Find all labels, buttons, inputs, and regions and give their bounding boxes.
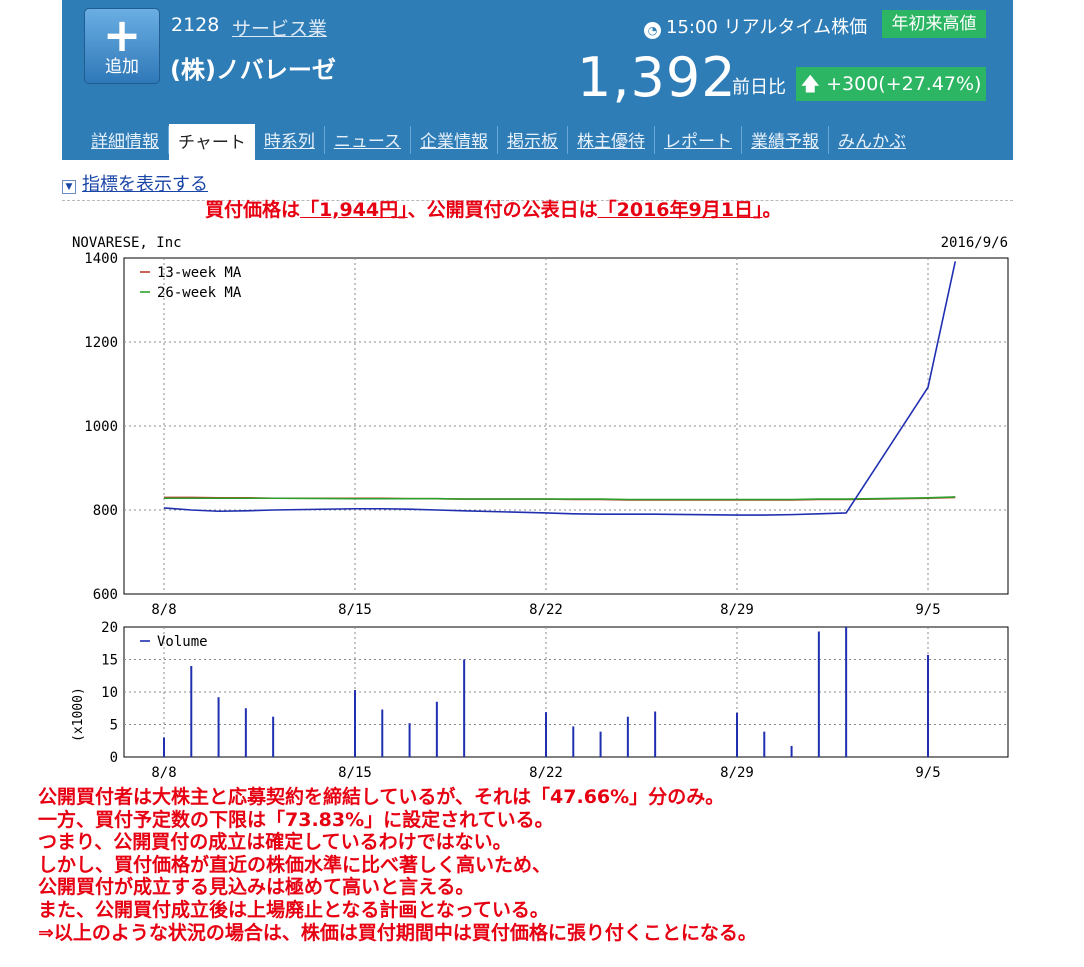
tab-chart[interactable]: チャート	[169, 124, 255, 160]
x-tick-label: 8/15	[338, 765, 372, 781]
show-indicators-link[interactable]: ▼ 指標を表示する	[62, 170, 208, 196]
headline-text-1: 買付価格は	[205, 199, 301, 221]
tab-news[interactable]: ニュース	[325, 126, 411, 154]
company-name: (株)ノバレーゼ	[170, 56, 336, 84]
clock-icon: ◔	[644, 22, 661, 39]
add-button[interactable]: + 追加	[84, 8, 160, 84]
tender-offer-headline: 買付価格は「1,944円」、公開買付の公表日は「2016年9月1日」。	[205, 195, 781, 222]
note-line: 公開買付者は大株主と応募契約を締結しているが、それは「47.66%」分のみ。	[38, 786, 725, 808]
divider	[62, 200, 1013, 201]
current-price: 1,392	[577, 46, 737, 109]
y-tick-label: 0	[110, 750, 118, 766]
x-tick-label: 8/29	[720, 602, 754, 618]
note-line: つまり、公開買付の成立は確定しているわけではない。	[38, 831, 512, 854]
prev-day-label: 前日比	[732, 77, 786, 98]
price-change: +300	[826, 73, 879, 95]
plus-icon: +	[102, 8, 142, 62]
add-button-label: 追加	[105, 57, 139, 77]
tab-shareholder-benefits[interactable]: 株主優待	[568, 126, 655, 154]
legend-entry: Volume	[157, 634, 208, 650]
x-tick-label: 8/22	[529, 765, 563, 781]
x-tick-label: 9/5	[915, 765, 940, 781]
tab-minkabu[interactable]: みんかぶ	[838, 132, 906, 152]
note-line: 一方、買付予定数の下限は「73.83%」に設定されている。	[38, 808, 554, 831]
y-tick-label: 15	[101, 653, 118, 669]
note-line: 公開買付が成立する見込みは極めて高いと言える。	[38, 876, 475, 899]
announcement-date: 「2016年9月1日」	[597, 199, 763, 221]
y-tick-label: 800	[93, 503, 118, 519]
realtime-label: リアルタイム株価	[723, 17, 868, 38]
x-tick-label: 8/8	[151, 602, 176, 618]
price-change-badge: 🡅 +300(+27.47%)	[796, 67, 986, 101]
y-axis-label: (x1000)	[71, 687, 86, 742]
chart-date: 2016/9/6	[941, 235, 1008, 251]
x-tick-label: 8/15	[338, 602, 372, 618]
headline-text-2: 、公開買付の公表日は	[407, 199, 598, 221]
tab-earnings-forecast[interactable]: 業績予報	[742, 126, 829, 154]
tab-timeseries[interactable]: 時系列	[255, 126, 325, 154]
quote-time: 15:00	[666, 17, 718, 38]
offer-price: 「1,944円」	[300, 199, 408, 221]
series-line-price	[163, 261, 957, 516]
up-arrow-icon: 🡅	[800, 73, 821, 95]
sector-link[interactable]: サービス業	[232, 18, 328, 40]
note-line: しかし、買付価格が直近の株価水準に比べ著しく高いため、	[38, 853, 552, 876]
y-tick-label: 10	[101, 685, 118, 701]
x-tick-label: 8/29	[720, 765, 754, 781]
analysis-notes: 公開買付者は大株主と応募契約を締結しているが、それは「47.66%」分のみ。 一…	[38, 786, 757, 944]
stock-header: + 追加 2128 サービス業 (株)ノバレーゼ ◔ 15:00 リアルタイム株価…	[62, 0, 1013, 160]
y-tick-label: 1400	[84, 251, 118, 267]
headline-text-3: 。	[762, 199, 782, 221]
y-tick-label: 1000	[84, 419, 118, 435]
y-tick-label: 20	[101, 620, 118, 636]
note-line: ⇒以上のような状況の場合は、株価は買付期間中は買付価格に張り付くことになる。	[38, 921, 757, 944]
chart-title: NOVARESE, Inc	[72, 235, 182, 251]
y-tick-label: 1200	[84, 335, 118, 351]
price-change-pct: (+27.47%)	[878, 73, 982, 95]
tab-report[interactable]: レポート	[655, 126, 742, 154]
year-high-badge: 年初来高値	[882, 10, 986, 38]
x-tick-label: 8/22	[529, 602, 563, 618]
stock-code: 2128	[171, 14, 220, 36]
y-tick-label: 5	[110, 718, 118, 734]
legend-entry: 26-week MA	[157, 285, 242, 301]
x-tick-label: 9/5	[915, 602, 940, 618]
show-indicators-label: 指標を表示する	[82, 174, 208, 195]
tab-board[interactable]: 掲示板	[498, 126, 568, 154]
legend-entry: 13-week MA	[157, 265, 242, 281]
nav-tabs: 詳細情報 チャート 時系列 ニュース 企業情報 掲示板 株主優待 レポート 業績…	[82, 124, 915, 160]
expand-icon: ▼	[62, 180, 76, 194]
realtime-info: ◔ 15:00 リアルタイム株価	[644, 13, 867, 39]
tab-company-info[interactable]: 企業情報	[411, 126, 498, 154]
x-tick-label: 8/8	[151, 765, 176, 781]
tab-details[interactable]: 詳細情報	[82, 126, 169, 154]
note-line: また、公開買付成立後は上場廃止となる計画となっている。	[38, 898, 549, 921]
series-line-26-week-ma	[164, 496, 956, 501]
y-tick-label: 600	[93, 587, 118, 603]
